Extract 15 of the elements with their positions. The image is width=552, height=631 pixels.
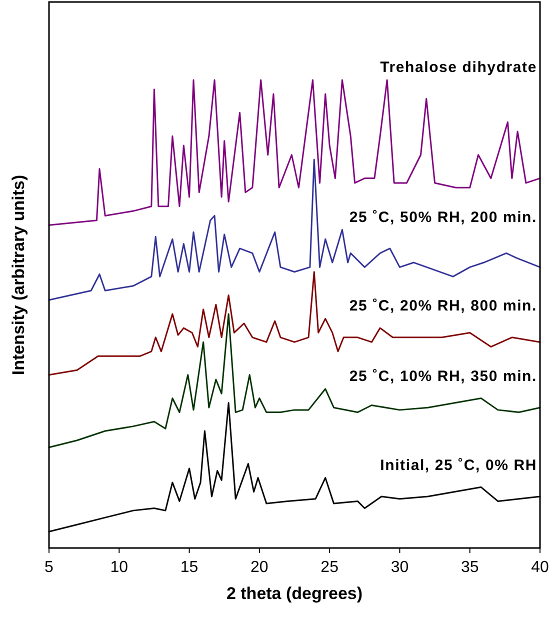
x-tick-label: 15	[180, 559, 198, 576]
series-label: 25 ˚C, 20% RH, 800 min.	[349, 298, 537, 315]
x-tick-label: 5	[44, 559, 54, 576]
x-tick-label: 20	[250, 559, 268, 576]
x-tick-label: 40	[531, 559, 549, 576]
x-tick-label: 25	[320, 559, 339, 576]
x-tick-label: 35	[460, 559, 479, 576]
series-label: 25 ˚C, 50% RH, 200 min.	[349, 208, 537, 226]
x-tick-label: 10	[110, 559, 128, 576]
y-axis-title: Intensity (arbitrary units)	[9, 174, 28, 376]
series-label: Initial, 25 ˚C, 0% RH	[380, 456, 537, 474]
x-tick-label: 30	[390, 559, 409, 576]
series-label: 25 ˚C, 10% RH, 350 min.	[349, 368, 537, 385]
x-axis-title: 2 theta (degrees)	[226, 584, 363, 603]
series-label: Trehalose dihydrate	[380, 59, 537, 76]
